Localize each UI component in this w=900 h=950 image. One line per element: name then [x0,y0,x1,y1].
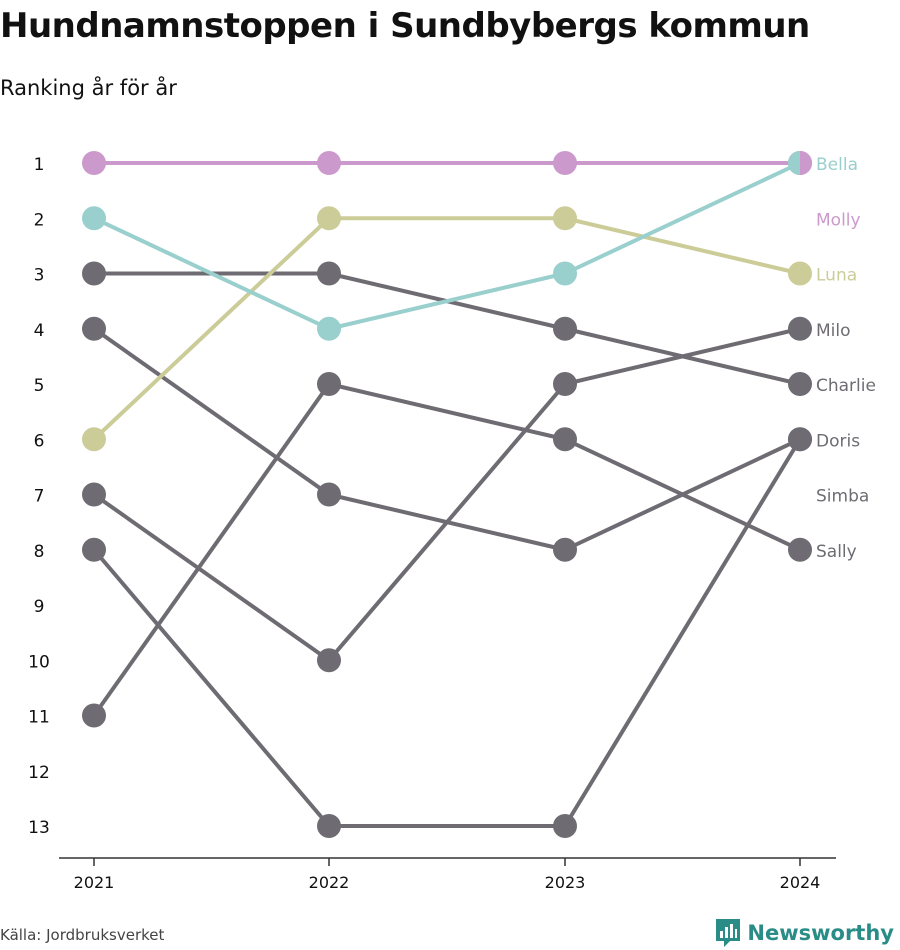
data-point [788,427,812,452]
end-label: Simba [816,487,869,507]
data-point [553,372,577,396]
brand-name: Newsworthy [747,921,894,945]
series-line [92,437,802,828]
y-tick-label: 9 [34,597,45,617]
series-line [92,326,802,552]
data-point [553,316,577,341]
series-line [92,271,802,386]
y-tick-label: 3 [34,266,45,286]
data-point [317,261,341,286]
data-point [82,206,106,231]
data-point [82,703,106,728]
data-point [82,316,106,341]
newsworthy-logo-icon [716,919,741,947]
data-point [82,537,106,562]
data-point [788,261,812,286]
x-tick-label: 2024 [780,873,821,892]
data-point [788,316,812,341]
end-label: Molly [816,210,861,230]
x-tick-label: 2022 [309,873,350,892]
end-label: Charlie [816,376,876,396]
end-label: Luna [816,266,857,286]
x-tick-label: 2021 [74,873,115,892]
end-label: Milo [816,321,851,341]
bella-end-marker [788,151,800,175]
data-point [553,206,577,231]
data-point [317,372,341,396]
end-label: Sally [816,542,857,562]
series-line [92,326,802,663]
y-tick-label: 13 [28,818,50,838]
y-tick-label: 8 [34,542,45,562]
data-point [553,537,577,562]
data-point [553,261,577,286]
end-label: Bella [816,155,858,175]
data-point [317,482,341,507]
data-point [82,151,106,175]
chart-subtitle: Ranking år för år [0,76,177,100]
brand-logo: Newsworthy [715,918,894,948]
y-tick-label: 11 [28,708,50,728]
chart-title: Hundnamnstoppen i Sundbybergs kommun [0,6,810,46]
data-point [317,316,341,341]
y-tick-label: 1 [34,155,45,175]
data-point [553,151,577,175]
y-tick-label: 5 [34,376,45,396]
molly-end-marker [800,151,812,175]
data-point [82,482,106,507]
y-tick-label: 4 [34,321,45,341]
y-tick-label: 10 [28,652,50,672]
y-tick-label: 12 [28,763,50,783]
data-point [553,427,577,452]
y-tick-label: 2 [34,210,45,230]
data-point [788,537,812,562]
x-tick-label: 2023 [545,873,586,892]
y-tick-label: 7 [34,487,45,507]
data-point [788,372,812,396]
data-point [317,648,341,673]
data-point [82,427,106,452]
end-label: Doris [816,431,860,451]
series-line [92,216,802,442]
y-tick-label: 6 [34,431,45,451]
series-line [92,161,802,331]
data-point [317,814,341,838]
series-line [92,382,802,718]
source-note: Källa: Jordbruksverket [0,926,165,944]
data-point [553,814,577,838]
data-point [317,151,341,175]
data-point [317,206,341,231]
data-point [82,261,106,286]
